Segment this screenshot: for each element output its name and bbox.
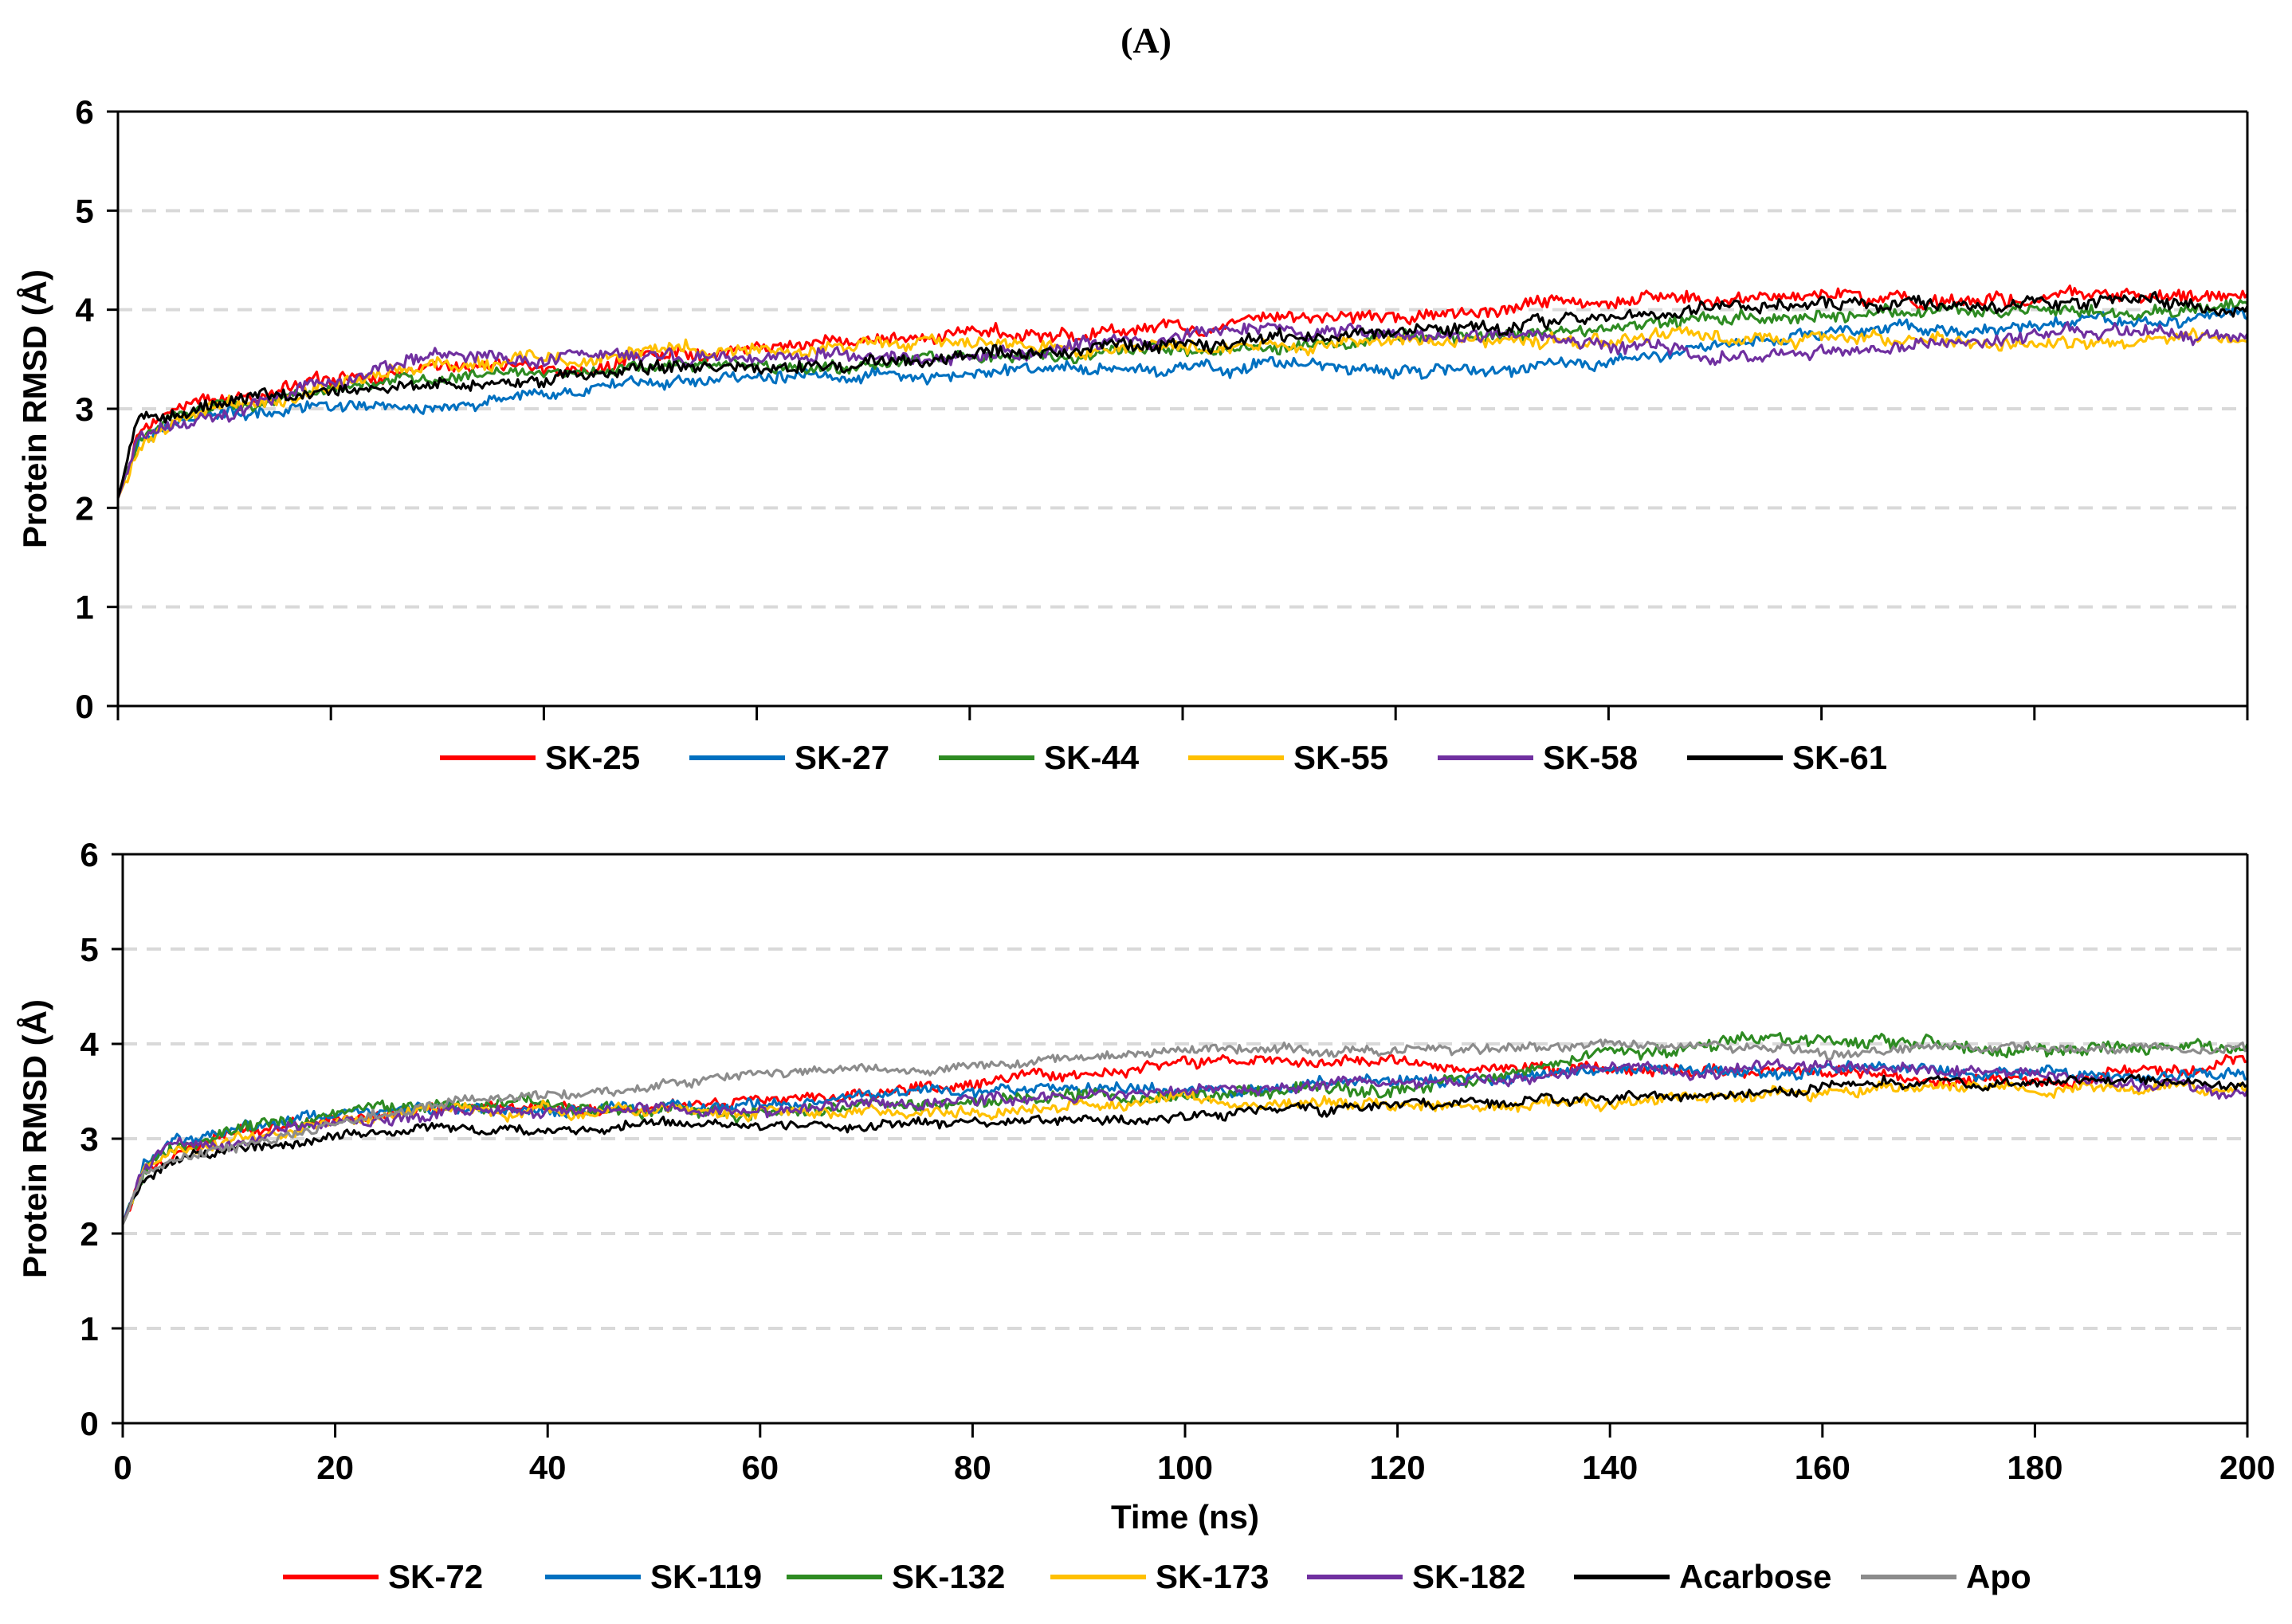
x-tick-label-40: 40 [529, 1449, 567, 1486]
legend-item-sk-55: SK-55 [1188, 739, 1388, 776]
y-tick-label-2: 2 [75, 489, 93, 527]
legend-label-sk-61: SK-61 [1792, 739, 1887, 776]
x-tick-label-200: 200 [2219, 1449, 2275, 1486]
legend-item-sk-27: SK-27 [689, 739, 889, 776]
series-line-sk-27 [116, 306, 2248, 499]
legend-label-sk-173: SK-173 [1156, 1558, 1269, 1595]
series-line-sk-25 [116, 284, 2249, 499]
legend-item-sk-25: SK-25 [440, 739, 640, 776]
y-tick-label-5: 5 [75, 192, 93, 229]
x-tick-label-120: 120 [1370, 1449, 1426, 1486]
y-axis-label: Protein RMSD (Å) [16, 999, 53, 1278]
y-tick-label-3: 3 [75, 390, 93, 428]
legend-label-sk-182: SK-182 [1412, 1558, 1525, 1595]
legend-label-sk-44: SK-44 [1044, 739, 1140, 776]
y-tick-label-6: 6 [80, 836, 98, 873]
legend-label-acarbose: Acarbose [1679, 1558, 1831, 1595]
y-tick-label-4: 4 [75, 292, 94, 329]
x-tick-label-80: 80 [954, 1449, 991, 1486]
legend-item-apo: Apo [1861, 1558, 2031, 1595]
x-tick-label-60: 60 [741, 1449, 779, 1486]
legend-item-sk-132: SK-132 [787, 1558, 1005, 1595]
legend-item-sk-58: SK-58 [1438, 739, 1638, 776]
x-tick-label-140: 140 [1582, 1449, 1638, 1486]
x-tick-label-20: 20 [316, 1449, 354, 1486]
y-tick-label-0: 0 [80, 1405, 98, 1442]
legend-label-sk-132: SK-132 [892, 1558, 1005, 1595]
y-axis-label: Protein RMSD (Å) [16, 269, 53, 548]
y-tick-label-1: 1 [75, 589, 93, 626]
legend-item-sk-119: SK-119 [545, 1558, 762, 1595]
legend-item-acarbose: Acarbose [1574, 1558, 1831, 1595]
x-tick-label-180: 180 [2007, 1449, 2062, 1486]
y-tick-label-5: 5 [80, 931, 98, 968]
x-tick-label-0: 0 [113, 1449, 131, 1486]
legend-item-sk-182: SK-182 [1307, 1558, 1525, 1595]
legend-label-sk-119: SK-119 [650, 1558, 762, 1595]
x-tick-label-160: 160 [1795, 1449, 1850, 1486]
series-line-sk-182 [121, 1057, 2249, 1225]
series-line-sk-61 [116, 291, 2249, 499]
legend-label-sk-25: SK-25 [545, 739, 640, 776]
legend: SK-72 SK-119 SK-132 SK-173 SK-182 Acarbose Apo [283, 1558, 2031, 1595]
legend-item-sk-61: SK-61 [1687, 739, 1887, 776]
legend-item-sk-173: SK-173 [1050, 1558, 1269, 1595]
series-line-apo [121, 1038, 2248, 1225]
y-tick-label-2: 2 [80, 1215, 98, 1253]
legend-label-sk-27: SK-27 [795, 739, 889, 776]
series-line-acarbose [121, 1073, 2248, 1225]
legend-item-sk-44: SK-44 [939, 739, 1140, 776]
x-tick-label-100: 100 [1157, 1449, 1213, 1486]
x-axis-label: Time (ns) [1111, 1498, 1259, 1536]
legend-label-apo: Apo [1966, 1558, 2031, 1595]
y-tick-label-3: 3 [80, 1120, 98, 1158]
y-tick-label-0: 0 [75, 688, 93, 725]
legend-label-sk-58: SK-58 [1543, 739, 1638, 776]
legend-label-sk-55: SK-55 [1293, 739, 1388, 776]
legend: SK-25 SK-27 SK-44 SK-55 SK-58 SK-61 [440, 739, 1887, 776]
legend-item-sk-72: SK-72 [283, 1558, 483, 1595]
panel-label: (A) [1120, 20, 1172, 61]
y-tick-label-6: 6 [75, 93, 93, 131]
series-line-sk-132 [121, 1031, 2249, 1225]
y-tick-label-4: 4 [80, 1026, 99, 1063]
legend-label-sk-72: SK-72 [388, 1558, 483, 1595]
y-tick-label-1: 1 [80, 1310, 98, 1347]
